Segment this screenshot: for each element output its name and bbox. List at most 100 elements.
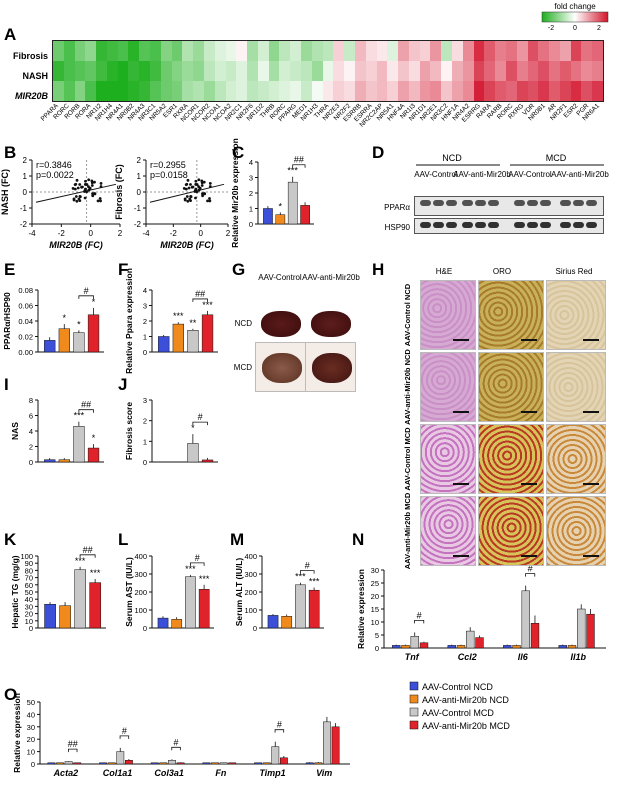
heatmap-cell xyxy=(516,41,528,61)
histology-image xyxy=(546,424,606,494)
bar xyxy=(171,619,183,629)
bar xyxy=(586,613,595,649)
heatmap-cell xyxy=(85,41,97,61)
heatmap-cell xyxy=(279,81,291,101)
heatmap-cell xyxy=(570,81,582,101)
heatmap-cell xyxy=(117,41,129,61)
heatmap-cell xyxy=(570,41,582,61)
histology-image xyxy=(478,496,544,566)
panel-label-o: O xyxy=(4,685,17,704)
panel-label-l: L xyxy=(118,530,128,549)
ytick: 0.04 xyxy=(18,317,33,326)
heatmap-cell xyxy=(538,61,550,81)
panel-label-c: C xyxy=(232,143,244,162)
heatmap-cell xyxy=(398,81,409,101)
heatmap-cell xyxy=(441,81,453,101)
scatter-point xyxy=(194,187,198,191)
scatter-point xyxy=(195,183,198,186)
scatter-point xyxy=(198,186,202,190)
sig-bracket xyxy=(299,570,315,574)
blot-ppara xyxy=(414,196,604,216)
bar xyxy=(44,340,56,353)
legend-label: AAV-anti-Mir20b MCD xyxy=(422,721,510,731)
heatmap-cell xyxy=(387,61,399,81)
sig-bracket xyxy=(68,748,78,753)
ytick: 80 xyxy=(25,566,33,575)
heatmap-cell xyxy=(430,61,442,81)
sig-star: *** xyxy=(74,411,85,421)
heatmap-cell xyxy=(63,41,75,61)
ytick: 4 xyxy=(29,427,33,436)
bar xyxy=(159,762,168,765)
bar xyxy=(158,336,170,353)
heatmap-cell xyxy=(365,61,377,81)
heatmap-cell xyxy=(570,61,582,81)
panel-label-h: H xyxy=(372,260,384,279)
bar xyxy=(392,645,401,649)
ylabel: Serum ALT (IU/L) xyxy=(234,558,244,627)
ytick: 400 xyxy=(134,552,147,561)
scatter-ytick: 0 xyxy=(23,188,28,197)
heatmap-cell xyxy=(268,81,280,101)
heatmap-cell xyxy=(365,81,377,101)
scatter-point xyxy=(208,199,212,203)
bar xyxy=(56,762,64,765)
liver-row-ncd: NCD xyxy=(235,319,253,328)
heatmap-cell xyxy=(538,41,550,61)
heatmap-cell xyxy=(505,41,517,61)
heatmap-cell xyxy=(106,61,118,81)
ytick: 2 xyxy=(143,317,147,326)
ytick: 0 xyxy=(375,644,379,653)
ytick: 2 xyxy=(29,443,33,452)
heatmap-cell xyxy=(387,81,399,101)
ytick: 60 xyxy=(25,581,33,590)
heatmap-cell xyxy=(473,41,485,61)
heatmap-cell xyxy=(505,81,517,101)
sig-hash: # xyxy=(174,737,179,747)
scatter-point xyxy=(87,178,91,182)
scatter-xtick: 2 xyxy=(118,229,123,238)
heatmap-cell xyxy=(311,41,323,61)
scatter-point xyxy=(74,195,78,198)
blot-band xyxy=(560,200,571,206)
ytick: 20 xyxy=(371,592,379,601)
heatmap-cell xyxy=(53,81,64,101)
scatter-point xyxy=(80,185,83,189)
bar xyxy=(263,208,273,225)
ytick: 10 xyxy=(25,617,33,626)
heatmap-cell xyxy=(333,41,345,61)
scale-bar xyxy=(521,483,537,485)
ytick: 30 xyxy=(371,566,379,575)
heatmap-cell xyxy=(419,61,431,81)
scatter-point xyxy=(208,185,212,188)
heatmap-cell xyxy=(74,61,86,81)
heatmap-cell xyxy=(63,81,75,101)
blot-row-ppara: PPARα xyxy=(384,203,410,212)
category-label: Acta2 xyxy=(53,768,79,778)
blot-band xyxy=(475,222,486,228)
ytick: 0 xyxy=(249,220,253,229)
heatmap-row-mir20b: MIR20B xyxy=(15,91,49,101)
heatmap-cell xyxy=(516,61,528,81)
heatmap-cell xyxy=(581,81,593,101)
scatter-point xyxy=(183,198,187,202)
heatmap-cell xyxy=(301,61,312,81)
bar xyxy=(419,642,429,649)
scale-bar xyxy=(583,411,599,413)
histology-image xyxy=(546,496,606,566)
bar xyxy=(331,726,340,765)
heatmap-cell xyxy=(106,81,118,101)
chart-J: 0 1 2 3 Fibrosis score *# xyxy=(124,396,218,467)
sig-bracket xyxy=(292,164,306,168)
blot-ncd-label: NCD xyxy=(442,153,462,163)
bar xyxy=(73,426,85,463)
scatter-point xyxy=(206,199,209,203)
ytick: 0 xyxy=(143,458,147,467)
panel-label-d: D xyxy=(372,143,384,162)
heatmap-cell xyxy=(322,41,334,61)
bar xyxy=(150,762,159,765)
histology-image xyxy=(420,352,476,422)
ytick: 300 xyxy=(244,570,257,579)
